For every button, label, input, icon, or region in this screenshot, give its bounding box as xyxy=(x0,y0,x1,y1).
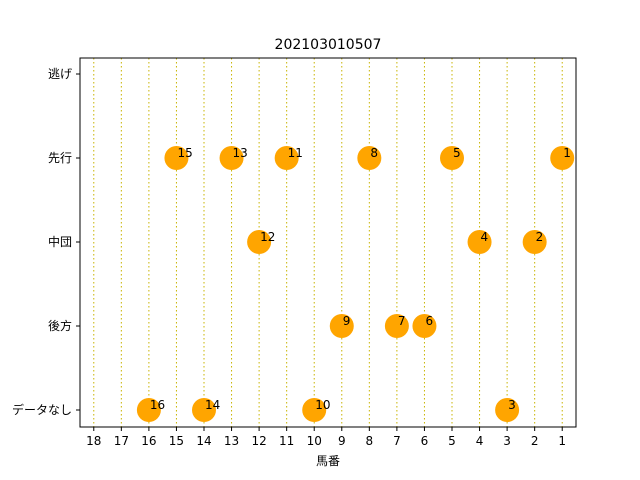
data-point-label: 9 xyxy=(343,314,351,328)
x-tick-label: 4 xyxy=(476,434,484,448)
data-point-label: 2 xyxy=(536,230,544,244)
data-point xyxy=(412,314,437,338)
grid-lines xyxy=(93,58,563,427)
data-point xyxy=(384,314,409,338)
x-tick-label: 9 xyxy=(338,434,346,448)
x-axis-label: 馬番 xyxy=(316,454,340,468)
data-point xyxy=(219,146,244,170)
x-tick-label: 1 xyxy=(558,434,566,448)
data-point-label: 15 xyxy=(177,146,192,160)
x-tick-label: 12 xyxy=(251,434,266,448)
data-point xyxy=(550,146,575,170)
y-tick-label: データなし xyxy=(12,402,72,417)
data-point-label: 13 xyxy=(233,146,248,160)
data-points xyxy=(136,146,575,422)
x-tick-label: 6 xyxy=(421,434,429,448)
data-point xyxy=(136,398,161,422)
data-point xyxy=(522,230,547,254)
data-point xyxy=(329,314,354,338)
data-point xyxy=(274,146,299,170)
data-point-label: 5 xyxy=(453,146,461,160)
data-point-labels: 15 13 11 8 5 1 12 4 2 9 7 6 16 14 10 3 xyxy=(150,146,571,412)
x-axis-ticks: 18 17 16 15 14 13 12 11 10 9 8 7 6 5 4 3 2 1 xyxy=(86,427,566,448)
x-tick-label: 2 xyxy=(531,434,539,448)
x-tick-label: 11 xyxy=(279,434,294,448)
x-tick-label: 14 xyxy=(196,434,211,448)
data-point xyxy=(302,398,327,422)
data-point-label: 8 xyxy=(370,146,378,160)
plot-frame xyxy=(79,57,577,428)
data-point xyxy=(247,230,272,254)
x-tick-label: 15 xyxy=(169,434,184,448)
data-point xyxy=(164,146,189,170)
y-tick-label: 中団 xyxy=(48,234,72,249)
x-tick-label: 17 xyxy=(114,434,129,448)
data-point-label: 16 xyxy=(150,398,165,412)
x-tick-label: 5 xyxy=(448,434,456,448)
x-tick-label: 7 xyxy=(393,434,401,448)
data-point-label: 6 xyxy=(425,314,433,328)
chart-title: 202103010507 xyxy=(275,37,382,53)
x-tick-label: 8 xyxy=(366,434,374,448)
data-point-label: 11 xyxy=(288,146,303,160)
data-point xyxy=(467,230,492,254)
data-point-label: 7 xyxy=(398,314,406,328)
data-point-label: 14 xyxy=(205,398,220,412)
x-tick-label: 13 xyxy=(224,434,239,448)
x-tick-label: 10 xyxy=(307,434,322,448)
data-point-label: 1 xyxy=(563,146,571,160)
y-tick-label: 逃げ xyxy=(48,67,72,81)
data-point-label: 3 xyxy=(508,398,516,412)
data-point-label: 4 xyxy=(481,230,489,244)
x-tick-label: 3 xyxy=(503,434,511,448)
data-point-label: 10 xyxy=(315,398,330,412)
data-point-label: 12 xyxy=(260,230,275,244)
data-point xyxy=(440,146,464,170)
y-tick-label: 先行 xyxy=(48,151,72,165)
x-tick-label: 16 xyxy=(141,434,156,448)
data-point xyxy=(357,146,382,170)
y-tick-label: 後方 xyxy=(48,318,72,333)
data-point xyxy=(495,398,520,422)
data-point xyxy=(192,398,216,422)
x-tick-label: 18 xyxy=(86,434,101,448)
